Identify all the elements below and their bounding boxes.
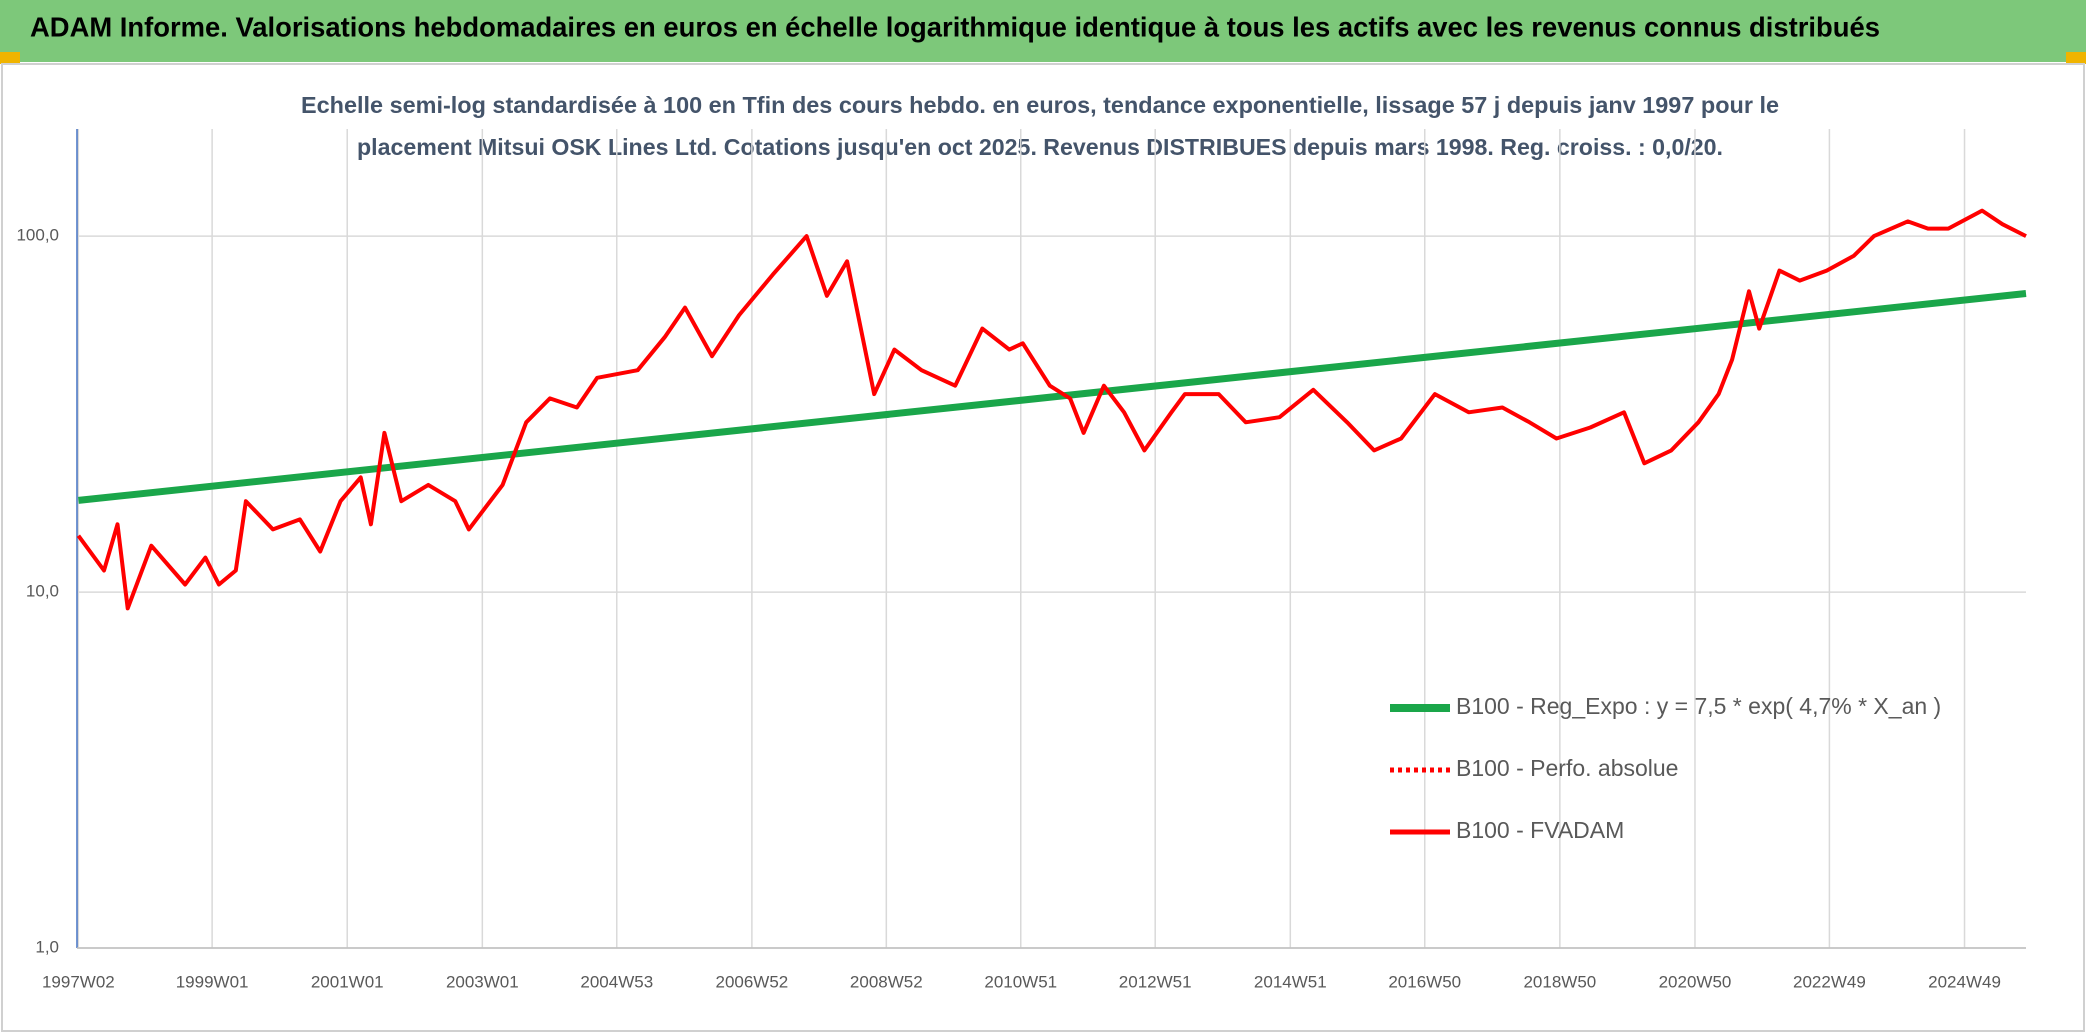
x-tick-label: 2003W01 — [446, 972, 519, 991]
x-tick-label: 2014W51 — [1254, 972, 1327, 991]
x-tick-label: 2010W51 — [984, 972, 1057, 991]
x-tick-label: 1997W02 — [42, 972, 115, 991]
series-line — [76, 208, 2027, 611]
legend-label: B100 - Perfo. absolue — [1456, 755, 1678, 781]
x-tick-label: 2024W49 — [1928, 972, 2001, 991]
y-tick-label: 1,0 — [35, 937, 59, 956]
x-tick-label: 2020W50 — [1659, 972, 1732, 991]
legend-label: B100 - FVADAM — [1456, 817, 1624, 843]
legend-label: B100 - Reg_Expo : y = 7,5 * exp( 4,7% * … — [1456, 693, 1941, 719]
chart-title: ADAM Informe. Valorisations hebdomadaire… — [30, 11, 1880, 42]
x-tick-label: 2001W01 — [311, 972, 384, 991]
y-tick-label: 100,0 — [16, 226, 59, 245]
x-tick-label: 2004W53 — [580, 972, 653, 991]
subtitle: Echelle semi-log standardisée à 100 en T… — [301, 92, 1779, 118]
x-tick-label: 2012W51 — [1119, 972, 1192, 991]
series-line — [78, 290, 2027, 504]
title-bar — [0, 0, 2086, 62]
subtitle: placement Mitsui OSK Lines Ltd. Cotation… — [357, 134, 1723, 160]
x-tick-label: 2008W52 — [850, 972, 923, 991]
x-tick-label: 1999W01 — [176, 972, 249, 991]
x-tick-label: 2022W49 — [1793, 972, 1866, 991]
chart-border — [1, 63, 2085, 1032]
corner — [2066, 52, 2086, 64]
corner — [0, 52, 20, 64]
x-tick-label: 2018W50 — [1523, 972, 1596, 991]
x-tick-label: 2006W52 — [715, 972, 788, 991]
y-tick-label: 10,0 — [26, 582, 59, 601]
x-tick-label: 2016W50 — [1388, 972, 1461, 991]
